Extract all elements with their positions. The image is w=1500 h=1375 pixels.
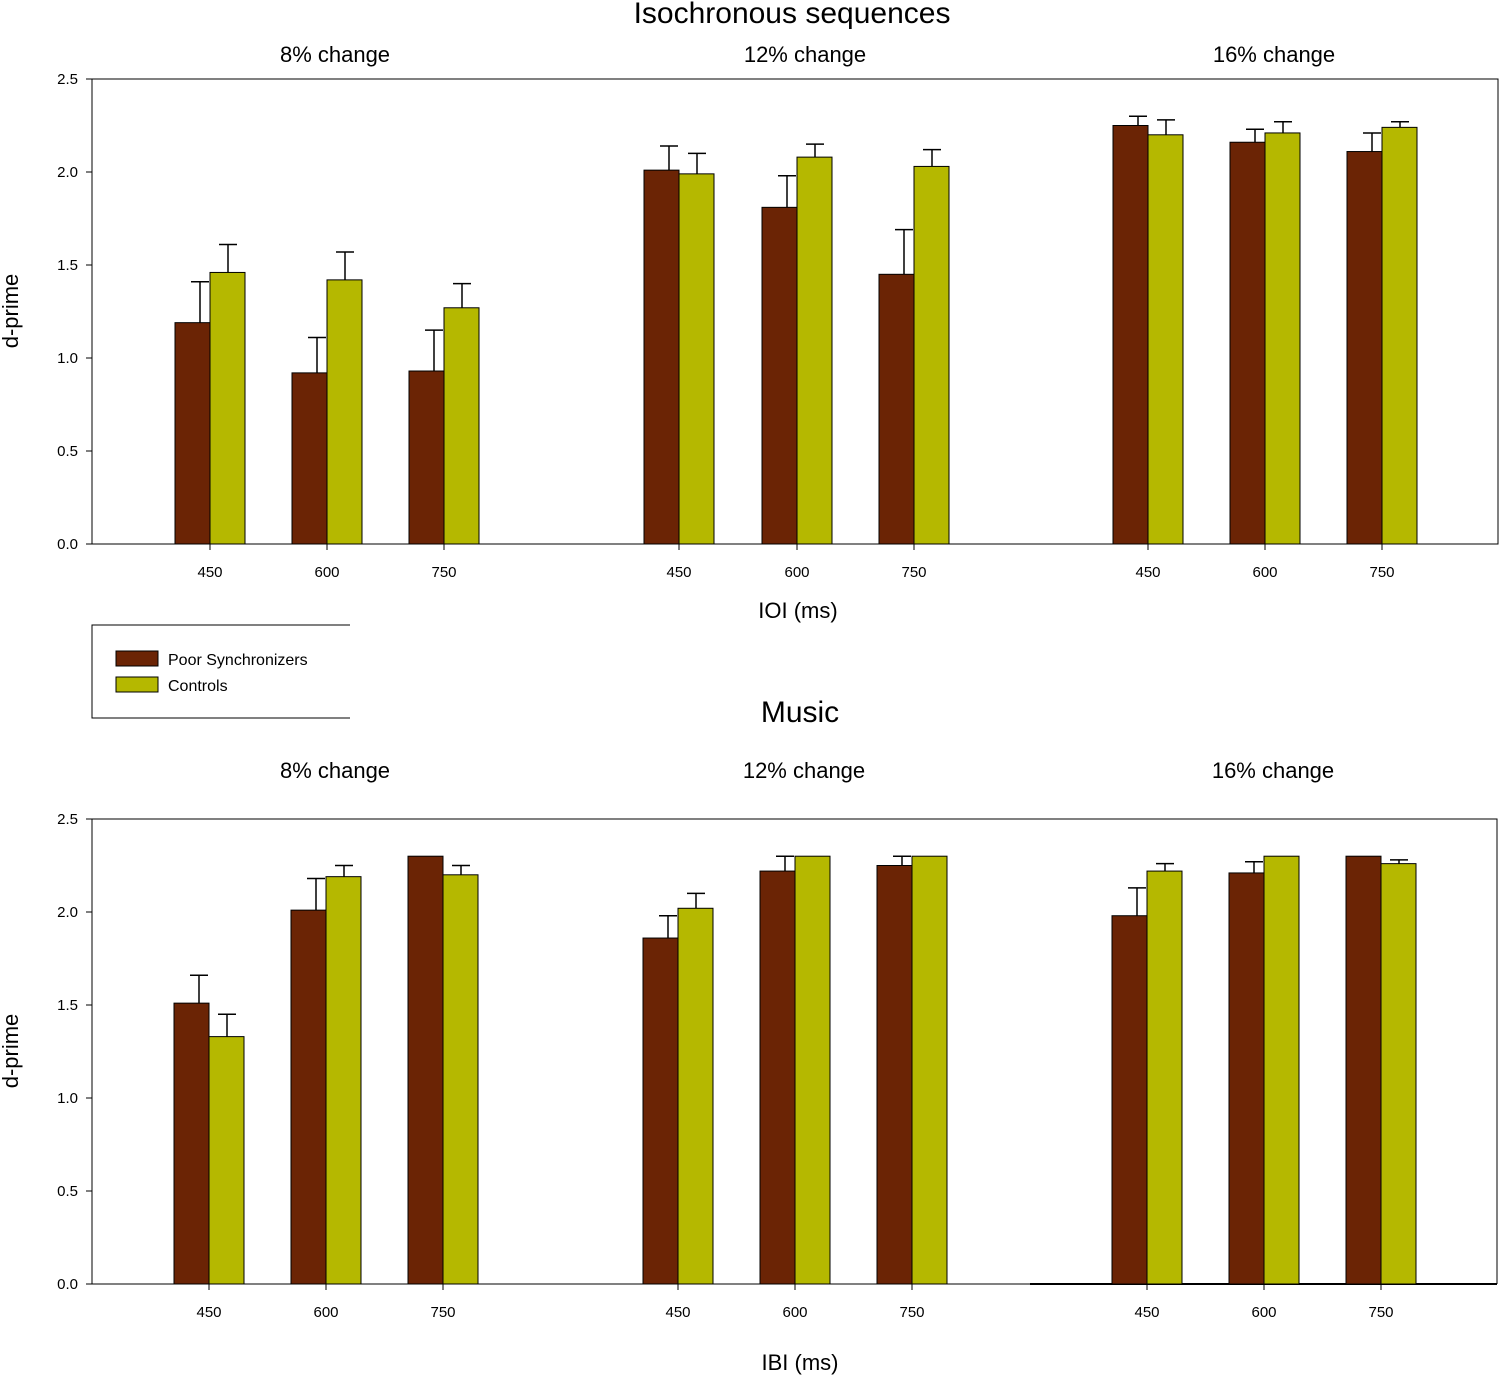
y-tick-label: 0.0 (57, 536, 78, 553)
y-tick-label: 1.5 (57, 997, 78, 1014)
bar-controls (1147, 134, 1184, 545)
group-title-12: 12% change (743, 758, 865, 783)
y-tick-label: 2.0 (57, 164, 78, 181)
bar-poor-synchronizers (643, 169, 680, 545)
x-tick-label: 750 (901, 564, 926, 581)
legend-label-poor: Poor Synchronizers (168, 652, 308, 669)
x-axis: 450 600 750 450 600 750 450 600 750 (197, 544, 1395, 581)
x-tick-label: 600 (1251, 1304, 1276, 1321)
x-axis-title: IBI (ms) (762, 1350, 839, 1375)
plot-frame (91, 818, 1498, 1284)
legend-frame (91, 624, 350, 719)
bar-controls (1264, 132, 1301, 545)
bar-poor-synchronizers (759, 870, 796, 1285)
bar-poor-synchronizers (1111, 915, 1148, 1285)
bar-poor-synchronizers (642, 937, 679, 1285)
bar-controls (1381, 126, 1418, 545)
x-tick-label: 450 (196, 1304, 221, 1321)
bar-poor-synchronizers (408, 370, 445, 545)
group-title-8: 8% change (280, 758, 390, 783)
y-tick-label: 0.5 (57, 1183, 78, 1200)
x-tick-label: 750 (899, 1304, 924, 1321)
y-axis-title: d-prime (0, 1014, 23, 1089)
bar-poor-synchronizers (1112, 125, 1149, 545)
y-tick-label: 1.0 (57, 1090, 78, 1107)
bar-controls (326, 279, 363, 545)
bar-controls (1146, 870, 1183, 1285)
y-tick-label: 1.5 (57, 257, 78, 274)
bar-controls (913, 165, 950, 545)
y-axis: 0.0 0.5 1.0 1.5 2.0 2.5 (57, 811, 92, 1293)
panel-title: Music (761, 696, 839, 729)
x-tick-label: 600 (314, 564, 339, 581)
bar-controls (1263, 855, 1300, 1285)
y-tick-label: 1.0 (57, 350, 78, 367)
bar-controls (911, 855, 948, 1285)
bar-controls (796, 156, 833, 545)
x-tick-label: 450 (197, 564, 222, 581)
group-title-16: 16% change (1212, 758, 1334, 783)
bar-poor-synchronizers (174, 322, 211, 545)
bar-controls (794, 855, 831, 1285)
y-tick-label: 2.0 (57, 904, 78, 921)
group-title-16: 16% change (1213, 42, 1335, 67)
group-title-12: 12% change (744, 42, 866, 67)
x-tick-label: 750 (431, 564, 456, 581)
bar-controls (442, 874, 479, 1285)
bar-controls (443, 307, 480, 545)
bars (173, 855, 1417, 1285)
legend-swatch-poor (115, 650, 159, 667)
bar-controls (209, 271, 246, 545)
bar-poor-synchronizers (1228, 872, 1265, 1285)
x-tick-label: 600 (782, 1304, 807, 1321)
x-tick-label: 450 (666, 564, 691, 581)
x-tick-label: 600 (784, 564, 809, 581)
panel-music: Music 8% change 12% change 16% change 0.… (0, 696, 1498, 1375)
bar-poor-synchronizers (173, 1002, 210, 1285)
group-title-8: 8% change (280, 42, 390, 67)
x-tick-label: 600 (1252, 564, 1277, 581)
legend-swatch-controls (115, 676, 159, 693)
y-axis: 0.0 0.5 1.0 1.5 2.0 2.5 (57, 71, 92, 553)
x-tick-label: 750 (1368, 1304, 1393, 1321)
x-axis: 450 600 750 450 600 750 450 600 750 (196, 1284, 1394, 1321)
bars (174, 115, 1418, 545)
bar-poor-synchronizers (1345, 855, 1382, 1285)
legend-label-controls: Controls (168, 678, 228, 695)
x-tick-label: 750 (430, 1304, 455, 1321)
x-tick-label: 750 (1369, 564, 1394, 581)
bar-controls (325, 876, 362, 1285)
y-axis-title: d-prime (0, 274, 23, 349)
legend: Poor Synchronizers Controls (91, 624, 350, 719)
bar-controls (678, 173, 715, 545)
panel-isochronous: Isochronous sequences 8% change 12% chan… (0, 0, 1499, 623)
x-axis-title: IOI (ms) (758, 598, 837, 623)
x-tick-label: 600 (313, 1304, 338, 1321)
bar-controls (208, 1036, 245, 1285)
y-tick-label: 2.5 (57, 71, 78, 88)
x-tick-label: 450 (665, 1304, 690, 1321)
x-tick-label: 450 (1134, 1304, 1159, 1321)
bar-poor-synchronizers (1346, 151, 1383, 545)
y-tick-label: 0.0 (57, 1276, 78, 1293)
y-tick-label: 0.5 (57, 443, 78, 460)
x-tick-label: 450 (1135, 564, 1160, 581)
bar-poor-synchronizers (407, 855, 444, 1285)
bar-poor-synchronizers (290, 909, 327, 1285)
bar-controls (677, 907, 714, 1285)
y-tick-label: 2.5 (57, 811, 78, 828)
bar-poor-synchronizers (291, 372, 328, 545)
bar-poor-synchronizers (1229, 141, 1266, 545)
panel-title: Isochronous sequences (634, 0, 951, 30)
bar-controls (1380, 863, 1417, 1285)
bar-poor-synchronizers (878, 273, 915, 545)
bar-poor-synchronizers (876, 865, 913, 1285)
bar-poor-synchronizers (761, 206, 798, 545)
